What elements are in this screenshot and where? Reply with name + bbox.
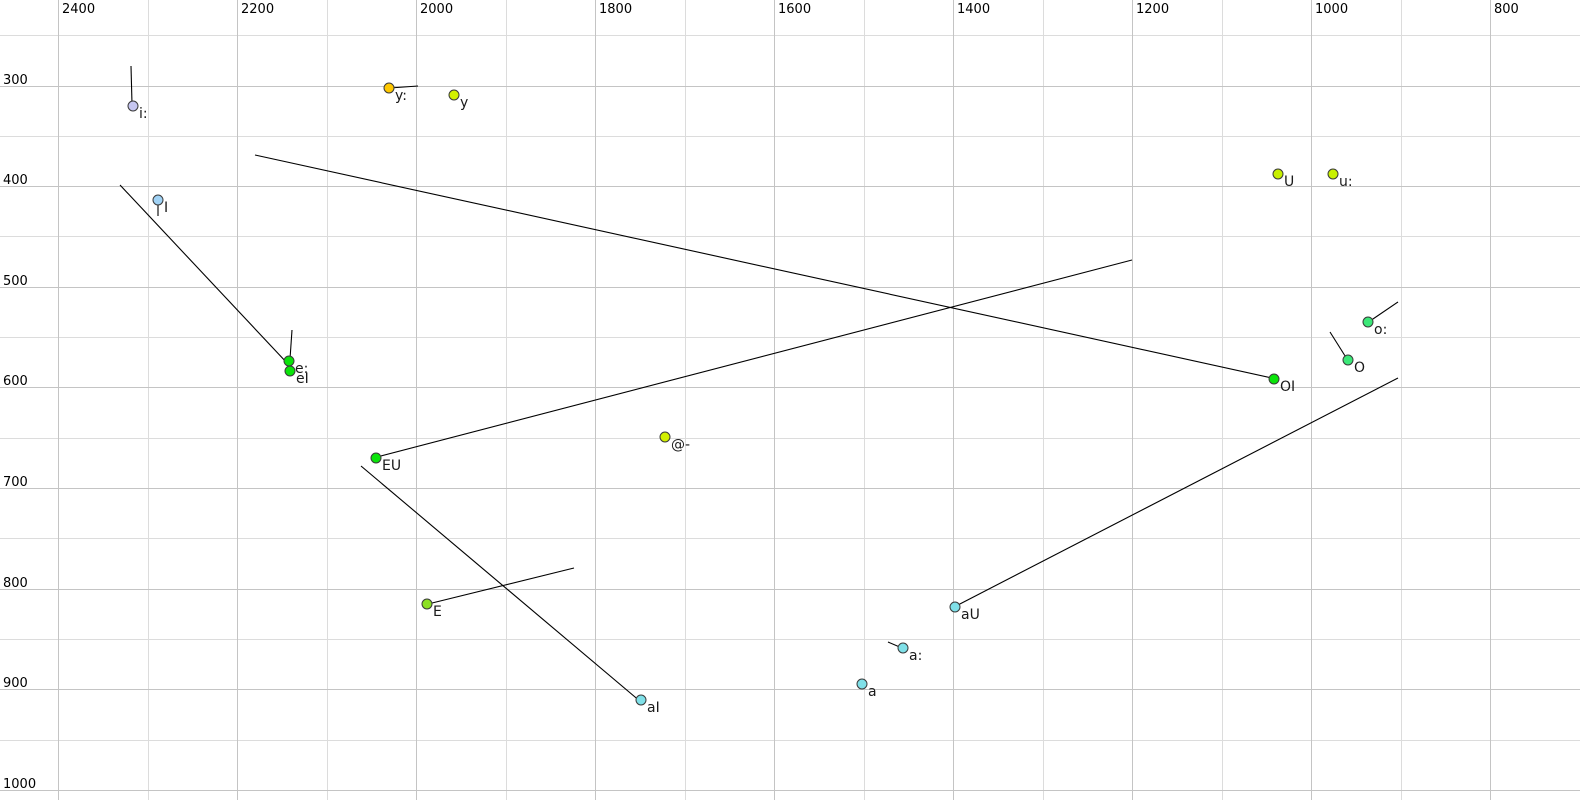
vowel-point-E[interactable] <box>421 598 433 610</box>
vowel-point-y[interactable] <box>448 89 460 101</box>
gridline-x-major <box>58 0 59 800</box>
formant-trajectory-line <box>376 259 1133 458</box>
formant-trajectory-line <box>955 377 1399 607</box>
vowel-point-aI[interactable] <box>635 694 647 706</box>
vowel-label-y: y <box>460 95 469 111</box>
vowel-point-u_[interactable] <box>1327 168 1339 180</box>
vowel-label-u_: u: <box>1339 174 1353 190</box>
vowel-label-U: U <box>1284 174 1295 190</box>
gridline-x-minor <box>685 0 686 800</box>
x-tick-label: 2400 <box>62 2 96 17</box>
vowel-point-I[interactable] <box>152 194 164 206</box>
gridline-x-major <box>595 0 596 800</box>
y-tick-label: 300 <box>3 73 28 88</box>
gridline-y-major <box>0 790 1580 791</box>
gridline-x-major <box>774 0 775 800</box>
gridline-x-major <box>416 0 417 800</box>
vowel-point-o_[interactable] <box>1362 316 1374 328</box>
gridline-x-major <box>1132 0 1133 800</box>
vowel-label-EU: EU <box>382 458 402 474</box>
x-tick-label: 2000 <box>420 2 454 17</box>
gridline-x-minor <box>506 0 507 800</box>
gridline-y-minor <box>0 35 1580 36</box>
vowel-label-eI: eI <box>296 371 309 387</box>
vowel-point-aU[interactable] <box>949 601 961 613</box>
vowel-label-y_: y: <box>395 88 407 104</box>
gridline-x-minor <box>1222 0 1223 800</box>
vowel-label-OI: OI <box>1280 379 1296 395</box>
vowel-label-__: @- <box>671 437 691 453</box>
vowel-point-EU[interactable] <box>370 452 382 464</box>
gridline-x-minor <box>148 0 149 800</box>
vowel-label-aU: aU <box>961 607 980 623</box>
y-tick-label: 400 <box>3 173 28 188</box>
vowel-label-i_: i: <box>139 106 148 122</box>
vowel-point-y_[interactable] <box>383 82 395 94</box>
gridline-y-major <box>0 488 1580 489</box>
gridline-x-minor <box>1401 0 1402 800</box>
formant-trajectory-line <box>1369 301 1399 322</box>
gridline-y-major <box>0 86 1580 87</box>
formant-trajectory-line <box>427 567 575 605</box>
vowel-point-__[interactable] <box>659 431 671 443</box>
gridline-x-major <box>953 0 954 800</box>
y-tick-label: 800 <box>3 576 28 591</box>
x-tick-label: 1000 <box>1315 2 1349 17</box>
vowel-point-O[interactable] <box>1342 354 1354 366</box>
vowel-label-O: O <box>1354 360 1366 376</box>
gridline-x-major <box>1311 0 1312 800</box>
gridline-x-minor <box>327 0 328 800</box>
x-tick-label: 800 <box>1494 2 1519 17</box>
gridline-y-minor <box>0 639 1580 640</box>
x-tick-label: 2200 <box>241 2 275 17</box>
gridline-x-major <box>1490 0 1491 800</box>
vowel-point-eI[interactable] <box>284 365 296 377</box>
vowel-point-OI[interactable] <box>1268 373 1280 385</box>
gridline-y-minor <box>0 136 1580 137</box>
formant-trajectory-line <box>289 329 293 360</box>
vowel-label-aI: aI <box>647 700 660 716</box>
vowel-point-i_[interactable] <box>127 100 139 112</box>
vowel-point-U[interactable] <box>1272 168 1284 180</box>
vowel-label-a_: a: <box>909 648 923 664</box>
gridline-y-major <box>0 689 1580 690</box>
y-tick-label: 500 <box>3 274 28 289</box>
gridline-y-minor <box>0 538 1580 539</box>
vowel-label-I: I <box>164 200 169 216</box>
x-tick-label: 1200 <box>1136 2 1170 17</box>
y-tick-label: 700 <box>3 475 28 490</box>
formant-trajectory-line <box>254 154 1273 379</box>
x-tick-label: 1800 <box>599 2 633 17</box>
x-tick-label: 1400 <box>957 2 991 17</box>
vowel-label-a: a <box>868 684 877 700</box>
vowel-point-a[interactable] <box>856 678 868 690</box>
vowel-point-a_[interactable] <box>897 642 909 654</box>
gridline-y-minor <box>0 740 1580 741</box>
vowel-label-o_: o: <box>1374 322 1388 338</box>
y-tick-label: 1000 <box>3 777 37 792</box>
gridline-y-major <box>0 287 1580 288</box>
vowel-label-E: E <box>433 604 442 620</box>
formant-trajectory-line <box>130 65 133 105</box>
gridline-y-major <box>0 387 1580 388</box>
x-tick-label: 1600 <box>778 2 812 17</box>
gridline-x-major <box>237 0 238 800</box>
y-tick-label: 900 <box>3 676 28 691</box>
y-tick-label: 600 <box>3 374 28 389</box>
formant-trajectory-line <box>360 465 642 703</box>
gridline-x-minor <box>1043 0 1044 800</box>
gridline-y-major <box>0 589 1580 590</box>
